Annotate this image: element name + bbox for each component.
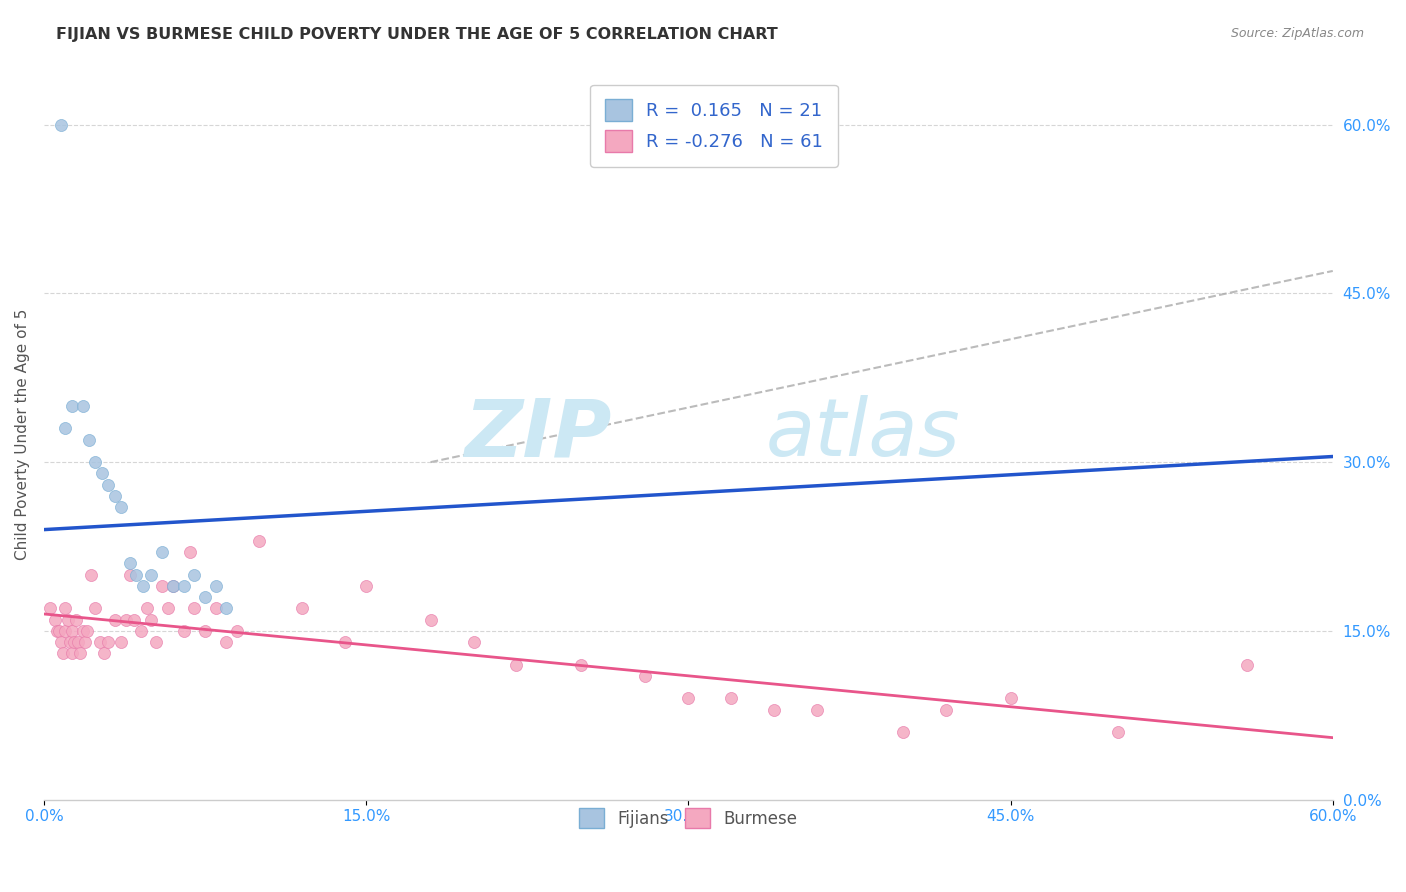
Point [150, 545, 173, 559]
Point [110, 500, 132, 515]
Point [77, 433, 100, 447]
Point [419, 613, 441, 627]
Point [215, 635, 238, 649]
Point [53, 421, 76, 435]
Point [204, 601, 226, 615]
Text: FIJIAN VS BURMESE CHILD POVERTY UNDER THE AGE OF 5 CORRELATION CHART: FIJIAN VS BURMESE CHILD POVERTY UNDER TH… [56, 27, 778, 42]
Point [84, 455, 107, 469]
Point [49, 635, 72, 649]
Point [76, 624, 98, 638]
Text: Source: ZipAtlas.com: Source: ZipAtlas.com [1230, 27, 1364, 40]
Point [291, 601, 314, 615]
Point [114, 613, 136, 627]
Point [39, 601, 62, 615]
Point [63, 635, 86, 649]
Point [60, 624, 83, 638]
Point [162, 579, 184, 593]
Point [118, 567, 141, 582]
Point [97, 477, 120, 491]
Point [173, 624, 195, 638]
Text: atlas: atlas [766, 395, 960, 473]
Point [73, 635, 96, 649]
Point [173, 579, 195, 593]
Point [505, 657, 527, 672]
Point [763, 702, 786, 716]
Point [72, 624, 94, 638]
Point [52, 646, 75, 660]
Point [97, 635, 120, 649]
Point [215, 601, 238, 615]
Point [569, 657, 592, 672]
Point [136, 601, 159, 615]
Point [125, 567, 148, 582]
Point [183, 567, 205, 582]
Point [634, 669, 657, 683]
Point [333, 635, 356, 649]
Point [72, 399, 94, 413]
Point [157, 601, 180, 615]
Text: ZIP: ZIP [464, 395, 612, 473]
Point [145, 635, 167, 649]
Point [194, 624, 217, 638]
Point [226, 624, 249, 638]
Point [60, 399, 83, 413]
Point [204, 579, 226, 593]
Point [891, 725, 914, 739]
Point [1000, 691, 1022, 706]
Point [45, 624, 67, 638]
Point [118, 557, 141, 571]
Point [84, 601, 107, 615]
Point [141, 567, 163, 582]
Point [93, 646, 115, 660]
Point [60, 646, 83, 660]
Point [69, 646, 91, 660]
Point [110, 635, 132, 649]
Point [122, 613, 145, 627]
Point [720, 691, 742, 706]
Point [89, 635, 111, 649]
Point [179, 545, 201, 559]
Point [44, 613, 66, 627]
Point [678, 691, 700, 706]
Point [65, 613, 87, 627]
Point [150, 579, 173, 593]
Point [806, 702, 828, 716]
Point [53, 601, 76, 615]
Point [247, 533, 270, 548]
Point [162, 579, 184, 593]
Point [129, 624, 152, 638]
Point [131, 579, 153, 593]
Point [194, 590, 217, 604]
Point [67, 635, 90, 649]
Point [354, 579, 377, 593]
Legend: Fijians, Burmese: Fijians, Burmese [572, 801, 804, 835]
Point [463, 635, 485, 649]
Point [59, 635, 82, 649]
Point [141, 613, 163, 627]
Point [48, 624, 70, 638]
Point [80, 567, 103, 582]
Point [56, 613, 79, 627]
Point [1107, 725, 1129, 739]
Point [53, 624, 76, 638]
Point [104, 489, 127, 503]
Point [49, 118, 72, 132]
Point [183, 601, 205, 615]
Point [104, 613, 127, 627]
Point [90, 467, 112, 481]
Point [935, 702, 957, 716]
Point [1236, 657, 1258, 672]
Y-axis label: Child Poverty Under the Age of 5: Child Poverty Under the Age of 5 [15, 309, 30, 559]
